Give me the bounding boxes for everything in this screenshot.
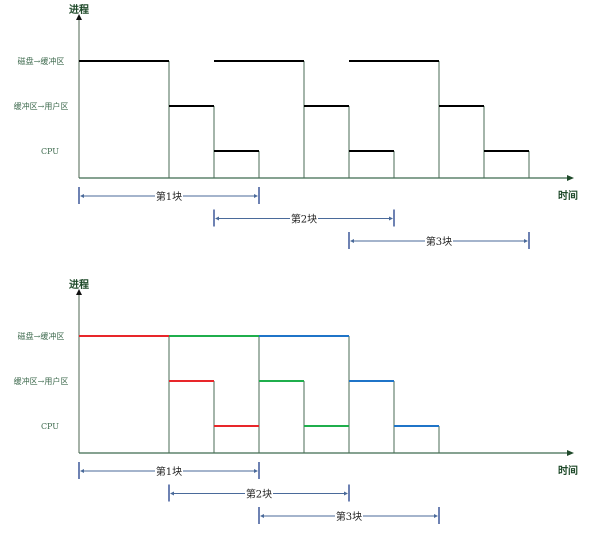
x-axis-arrow-icon xyxy=(567,450,574,456)
span-label: 第3块 xyxy=(426,235,452,248)
block-span: 第3块 xyxy=(348,232,530,249)
span-label-bg xyxy=(290,211,318,225)
span-arrow-left-icon xyxy=(215,216,219,221)
span-arrow-right-icon xyxy=(524,239,528,243)
x-axis-arrow-icon xyxy=(567,175,574,181)
x-axis-label: 时间 xyxy=(558,189,578,202)
span-label-bg xyxy=(335,509,363,522)
span-label: 第1块 xyxy=(156,465,182,478)
y-axis-label: 进程 xyxy=(69,3,89,16)
block-span: 第2块 xyxy=(213,209,395,227)
span-label-bg xyxy=(155,464,183,477)
block-span: 第1块 xyxy=(78,187,260,204)
stage-label: 磁盘→缓冲区 xyxy=(18,331,65,341)
stage-label: CPU xyxy=(41,147,59,156)
span-arrow-right-icon xyxy=(254,469,258,473)
block-span: 第3块 xyxy=(258,507,440,524)
span-label: 第3块 xyxy=(336,510,362,523)
span-arrow-left-icon xyxy=(80,194,84,198)
span-arrow-left-icon xyxy=(170,491,174,496)
span-arrow-right-icon xyxy=(389,216,393,221)
span-label: 第2块 xyxy=(246,488,272,501)
stage-label: 磁盘→缓冲区 xyxy=(18,56,65,66)
span-label-bg xyxy=(245,486,273,500)
span-label-bg xyxy=(425,234,453,247)
span-label-bg xyxy=(155,189,183,202)
stage-label: 缓冲区→用户区 xyxy=(14,101,69,111)
stage-label: 缓冲区→用户区 xyxy=(14,376,69,386)
span-arrow-left-icon xyxy=(80,469,84,473)
span-arrow-right-icon xyxy=(434,514,438,518)
span-label: 第2块 xyxy=(291,213,317,226)
block-span: 第2块 xyxy=(168,484,350,502)
stage-label: CPU xyxy=(41,422,59,431)
y-axis-arrow-icon xyxy=(76,14,82,20)
span-arrow-left-icon xyxy=(350,239,354,243)
x-axis-label: 时间 xyxy=(558,464,578,477)
span-arrow-right-icon xyxy=(344,491,348,496)
block-span: 第1块 xyxy=(78,462,260,479)
y-axis-arrow-icon xyxy=(76,289,82,295)
y-axis-label: 进程 xyxy=(69,278,89,291)
span-label: 第1块 xyxy=(156,190,182,203)
span-arrow-left-icon xyxy=(260,514,264,518)
span-arrow-right-icon xyxy=(254,194,258,198)
